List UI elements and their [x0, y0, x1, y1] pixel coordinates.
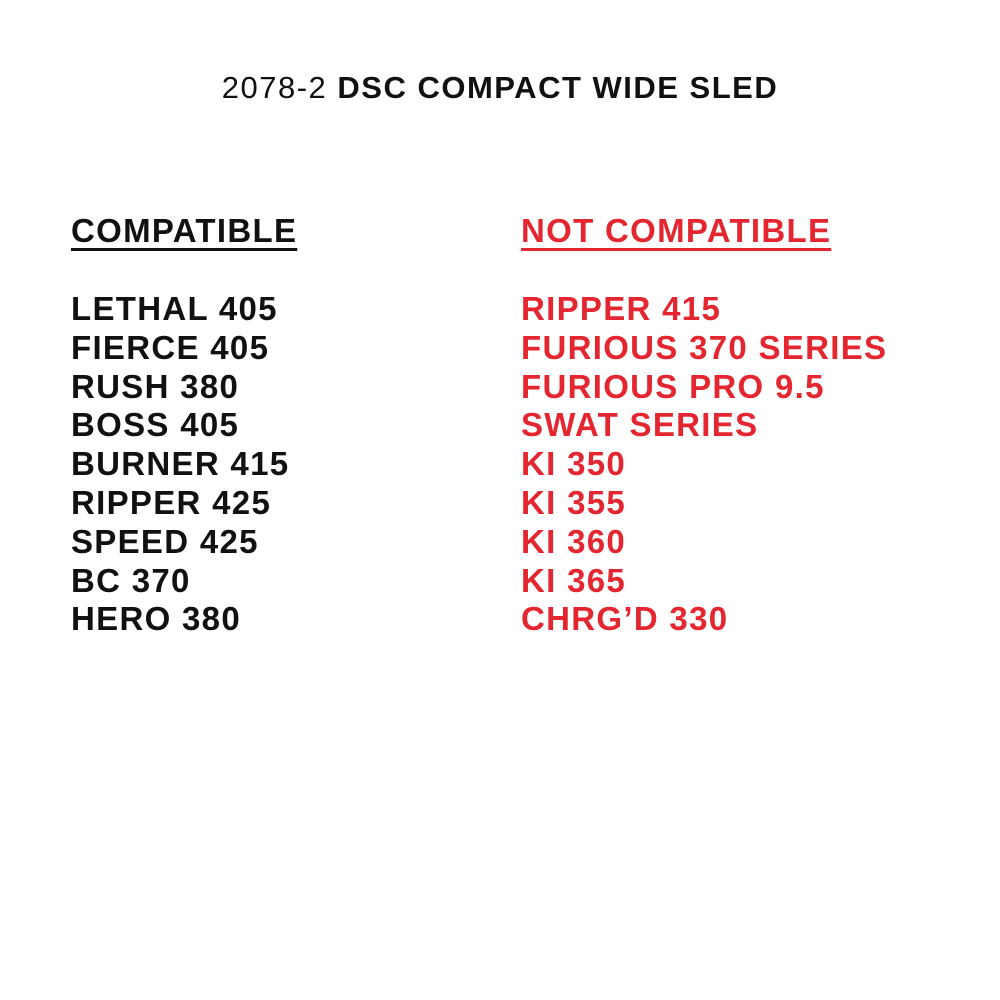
list-item: BOSS 405 — [71, 406, 240, 444]
list-item: FIERCE 405 — [71, 328, 270, 366]
list-item: RIPPER 415 — [521, 290, 722, 327]
list-item: SPEED 425 — [71, 522, 259, 560]
compatible-list: LETHAL 405 FIERCE 405 RUSH 380 BOSS 405 BURN… — [71, 290, 297, 639]
list-item: RUSH 380 — [71, 367, 240, 405]
not-compatible-column: NOT COMPATIBLE RIPPER 415 FURIOUS 370 SER… — [521, 210, 887, 639]
list-item: KI 365 — [521, 561, 627, 599]
list-item: KI 360 — [521, 522, 627, 560]
list-item: LETHAL 405 — [71, 290, 278, 327]
list-item: BURNER 415 — [71, 445, 290, 483]
list-item: KI 355 — [521, 483, 627, 521]
list-item: HERO 380 — [71, 600, 241, 638]
list-item: SWAT SERIES — [521, 406, 759, 444]
not-compatible-list: RIPPER 415 FURIOUS 370 SERIES FURIOUS PRO … — [521, 290, 887, 639]
model-number: 2078-2 — [221, 70, 328, 105]
compatible-heading: COMPATIBLE — [71, 212, 298, 249]
list-item: KI 350 — [521, 445, 627, 483]
list-item: FURIOUS 370 SERIES — [521, 328, 888, 366]
list-item: CHRG’D 330 — [521, 600, 729, 638]
list-item: FURIOUS PRO 9.5 — [521, 367, 825, 405]
compatible-column: COMPATIBLE LETHAL 405 FIERCE 405 RUSH 380 B… — [71, 210, 297, 639]
page-title: 2078-2 DSC COMPACT WIDE SLED — [0, 70, 1000, 106]
product-name: DSC COMPACT WIDE SLED — [337, 70, 779, 105]
list-item: RIPPER 425 — [71, 483, 272, 521]
not-compatible-heading: NOT COMPATIBLE — [521, 212, 832, 249]
list-item: BC 370 — [71, 561, 191, 599]
